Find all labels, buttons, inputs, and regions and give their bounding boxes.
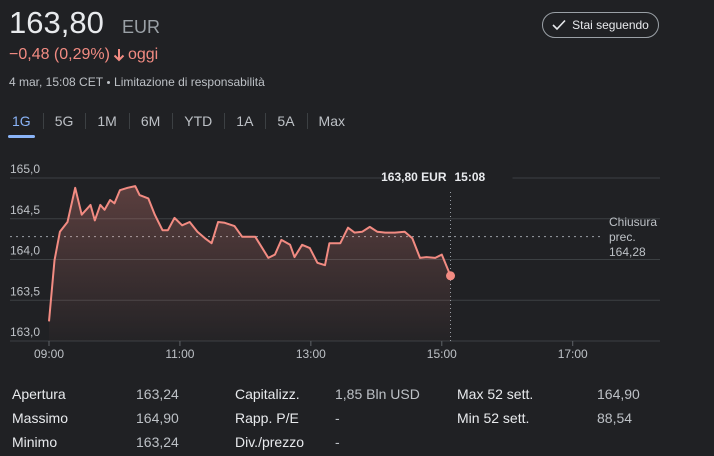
check-icon bbox=[552, 19, 566, 31]
stat-label: Apertura bbox=[12, 386, 66, 402]
previous-close-label: Chiusura prec. bbox=[609, 215, 658, 244]
price-line bbox=[48, 185, 452, 322]
down-arrow-icon bbox=[113, 49, 125, 62]
stat-label: Minimo bbox=[12, 434, 58, 450]
range-tab[interactable]: 5G bbox=[42, 108, 86, 134]
disclaimer-link[interactable]: Limitazione di responsabilità bbox=[114, 75, 265, 89]
stat-label: Min 52 sett. bbox=[457, 410, 530, 426]
x-tick-label: 15:00 bbox=[427, 347, 457, 361]
separator-dot bbox=[107, 80, 111, 84]
y-tick-label: 164,5 bbox=[10, 203, 40, 217]
range-tabs: 1G 5G 1M 6M YTD 1A 5A Max bbox=[0, 108, 357, 138]
timestamp: 4 mar, 15:08 CET bbox=[9, 75, 104, 89]
price-change: −0,48 (0,29%) bbox=[9, 46, 110, 63]
stat-label: Capitalizz. bbox=[235, 386, 300, 402]
y-tick-label: 165,0 bbox=[10, 162, 40, 176]
follow-button[interactable]: Stai seguendo bbox=[542, 12, 659, 38]
stat-value: 88,54 bbox=[597, 410, 633, 426]
range-tab[interactable]: 1M bbox=[85, 108, 128, 134]
range-tab[interactable]: 5A bbox=[265, 108, 306, 134]
tooltip-box bbox=[388, 164, 513, 192]
stat-value: 164,90 bbox=[597, 386, 640, 402]
stat-label: Massimo bbox=[12, 410, 69, 426]
range-tab[interactable]: YTD bbox=[172, 108, 224, 134]
x-tick-label: 11:00 bbox=[165, 347, 194, 361]
last-point bbox=[446, 271, 456, 281]
stat-label: Rapp. P/E bbox=[235, 410, 299, 426]
follow-label: Stai seguendo bbox=[572, 18, 649, 32]
stat-value: 163,24 bbox=[136, 386, 179, 402]
chart: 163,0 163,5 164,0 164,5 165,0 09:00 11:00 13:00… bbox=[10, 162, 660, 361]
x-tick-label: 17:00 bbox=[558, 347, 588, 361]
stat-label: Max 52 sett. bbox=[457, 386, 534, 402]
range-tab[interactable]: 1A bbox=[224, 108, 265, 134]
tooltip-value: 163,80 EUR bbox=[381, 170, 447, 184]
stat-value: 1,85 Bln USD bbox=[335, 386, 420, 402]
y-tick-label: 163,5 bbox=[10, 284, 40, 298]
range-tab[interactable]: 1G bbox=[0, 108, 43, 138]
change-row: −0,48 (0,29%) oggi bbox=[9, 46, 158, 64]
time-row: 4 mar, 15:08 CET Limitazione di responsa… bbox=[9, 75, 265, 89]
tooltip-time: 15:08 bbox=[455, 170, 486, 184]
y-tick-label: 163,0 bbox=[10, 325, 40, 339]
change-period: oggi bbox=[127, 46, 159, 63]
stat-value: - bbox=[335, 410, 340, 426]
stat-label: Div./prezzo bbox=[235, 434, 304, 450]
area-fill bbox=[49, 186, 451, 341]
x-tick-label: 09:00 bbox=[34, 347, 64, 361]
currency: EUR bbox=[122, 17, 161, 37]
price: 163,80 bbox=[9, 5, 104, 40]
stat-value: 164,90 bbox=[136, 410, 179, 426]
y-tick-label: 164,0 bbox=[10, 244, 40, 258]
range-tab[interactable]: Max bbox=[306, 108, 357, 134]
stat-value: 163,24 bbox=[136, 434, 179, 450]
x-tick-label: 13:00 bbox=[296, 347, 326, 361]
stat-value: - bbox=[335, 434, 340, 450]
previous-close-value: 164,28 bbox=[609, 245, 646, 259]
range-tab[interactable]: 6M bbox=[128, 108, 172, 134]
